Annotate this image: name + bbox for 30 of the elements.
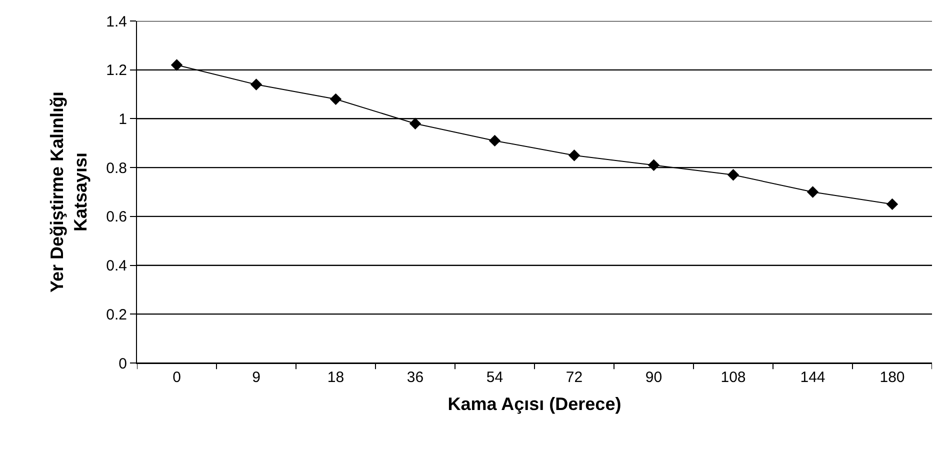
y-tick-label: 0.8 — [106, 160, 127, 177]
point — [886, 198, 898, 210]
point — [170, 59, 183, 71]
y-axis-title: Yer Değiştirme Kalınlığı Katsayısı — [46, 91, 90, 293]
point — [806, 186, 819, 198]
x-tick-label: 90 — [645, 369, 662, 386]
x-tick-label: 9 — [252, 369, 260, 386]
point — [648, 159, 660, 171]
y-tick-label: 0 — [118, 355, 127, 372]
point — [568, 150, 580, 162]
point — [488, 134, 501, 147]
y-tick-label: 1.2 — [106, 62, 127, 80]
x-tick-label: 180 — [880, 369, 905, 386]
point — [250, 78, 262, 90]
point — [409, 118, 422, 130]
x-tick-label: 0 — [172, 369, 181, 386]
y-tick-label: 0.4 — [106, 258, 127, 275]
x-tick-label: 36 — [406, 369, 424, 386]
point — [330, 93, 342, 106]
x-tick-label: 18 — [327, 369, 344, 386]
x-tick-label: 72 — [566, 369, 583, 386]
y-tick-label: 0.2 — [106, 306, 127, 324]
y-tick-label: 1 — [118, 110, 127, 128]
x-axis-title: Kama Açısı (Derece) — [448, 394, 622, 414]
x-tick-label: 108 — [720, 369, 746, 386]
point — [727, 169, 740, 181]
y-tick-label: 0.6 — [106, 208, 127, 226]
x-tick-label: 144 — [800, 369, 826, 386]
y-tick-label: 1.4 — [106, 13, 127, 30]
x-tick-label: 54 — [486, 369, 504, 386]
